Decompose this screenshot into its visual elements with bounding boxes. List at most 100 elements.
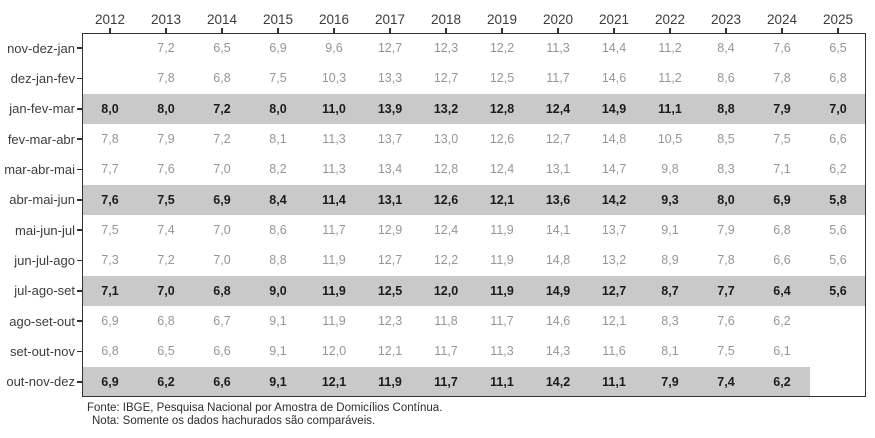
table-row: 7,7 7,6 7,0 8,2 11,3 13,4 12,8 12,4 13,1 14,7 9,8 8… — [82, 154, 866, 184]
cell-jul-ago-set-2025: 5,6 — [829, 283, 847, 298]
cell-fev-mar-abr-2021: 14,8 — [601, 132, 627, 147]
cell-jul-ago-set-2024: 6,4 — [773, 283, 791, 298]
comparability-note: Nota: Somente os dados hachurados são co… — [92, 414, 376, 427]
year-label-2017: 2017 — [374, 12, 406, 27]
cell-fev-mar-abr-2025: 6,6 — [829, 132, 847, 147]
cell-mar-abr-mai-2015: 8,2 — [269, 162, 287, 177]
cell-abr-mai-jun-2016: 11,4 — [322, 192, 346, 207]
axis-tick — [77, 199, 82, 201]
axis-tick — [77, 259, 82, 262]
row-label-fev-mar-abr: fev-mar-abr — [7, 131, 75, 147]
cell-fev-mar-abr-2019: 12,6 — [489, 132, 515, 147]
cell-ago-set-out-2017: 12,3 — [377, 314, 403, 329]
highlight-band — [82, 184, 866, 215]
top-tick-col — [698, 28, 754, 34]
axis-tick — [277, 28, 279, 34]
row-label-jul-ago-set: jul-ago-set — [14, 283, 75, 299]
year-label-2024: 2024 — [766, 12, 798, 27]
top-tick-col — [530, 28, 586, 34]
cell-fev-mar-abr-2020: 12,7 — [545, 132, 571, 147]
cell-jan-fev-mar-2024: 7,9 — [773, 101, 791, 116]
cell-dez-jan-fev-2012 — [82, 63, 138, 93]
cell-mar-abr-mai-2022: 9,8 — [661, 162, 679, 177]
table-row: 6,9 6,2 6,6 9,1 12,1 11,9 11,7 11,1 14,2 11,1 7,9 7… — [82, 366, 866, 397]
top-tick-col — [306, 28, 362, 34]
axis-tick — [501, 28, 503, 34]
cell-out-nov-dez-2025 — [810, 367, 866, 397]
cell-ago-set-out-2021: 12,1 — [601, 314, 627, 329]
row-cells: 6,9 6,2 6,6 9,1 12,1 11,9 11,7 11,1 14,2 11,1 7,9 7… — [82, 367, 866, 397]
cell-jun-jul-ago-2023: 7,8 — [717, 253, 735, 268]
cell-set-out-nov-2023: 7,5 — [717, 344, 735, 359]
cell-jul-ago-set-2016: 11,9 — [322, 283, 346, 298]
top-tick-col — [138, 28, 194, 34]
top-tick-col — [194, 28, 250, 34]
row-label-set-out-nov: set-out-nov — [9, 343, 75, 359]
top-tick-col — [642, 28, 698, 34]
cell-jun-jul-ago-2012: 7,3 — [101, 253, 119, 268]
cell-fev-mar-abr-2022: 10,5 — [657, 132, 683, 147]
cell-jul-ago-set-2015: 9,0 — [269, 283, 287, 298]
cell-abr-mai-jun-2017: 13,1 — [377, 192, 403, 207]
cell-dez-jan-fev-2025: 6,8 — [829, 71, 847, 86]
table-row: 7,1 7,0 6,8 9,0 11,9 12,5 12,0 11,9 14,9 12,7 8,7 7… — [82, 275, 866, 306]
cell-jul-ago-set-2018: 12,0 — [433, 283, 459, 298]
row-cells: 7,1 7,0 6,8 9,0 11,9 12,5 12,0 11,9 14,9 12,7 8,7 7… — [82, 276, 866, 306]
cell-jul-ago-set-2014: 6,8 — [213, 283, 231, 298]
cell-dez-jan-fev-2021: 14,6 — [601, 71, 627, 86]
cell-jun-jul-ago-2013: 7,2 — [157, 253, 175, 268]
top-tick-col — [250, 28, 306, 34]
cell-abr-mai-jun-2023: 8,0 — [717, 192, 735, 207]
cell-jan-fev-mar-2018: 13,2 — [433, 101, 459, 116]
axis-tick — [557, 28, 559, 34]
cell-jan-fev-mar-2022: 11,1 — [658, 101, 682, 116]
cell-mai-jun-jul-2022: 9,1 — [661, 223, 679, 238]
cell-fev-mar-abr-2012: 7,8 — [101, 132, 119, 147]
cell-mar-abr-mai-2019: 12,4 — [489, 162, 515, 177]
source-note: Fonte: IBGE, Pesquisa Nacional por Amost… — [87, 402, 443, 414]
highlight-band — [82, 275, 866, 306]
axis-tick — [77, 381, 82, 383]
row-label-mar-abr-mai: mar-abr-mai — [4, 161, 75, 177]
axis-tick — [109, 28, 111, 34]
cell-mai-jun-jul-2023: 7,9 — [717, 223, 735, 238]
cell-nov-dez-jan-2019: 12,2 — [489, 41, 515, 56]
cell-mar-abr-mai-2024: 7,1 — [773, 162, 791, 177]
top-tick-col — [754, 28, 810, 34]
cell-fev-mar-abr-2016: 11,3 — [322, 132, 346, 147]
row-label-jan-fev-mar: jan-fev-mar — [9, 101, 75, 117]
row-label-ago-set-out: ago-set-out — [9, 313, 75, 329]
axis-tick — [77, 320, 82, 322]
year-label-2015: 2015 — [262, 12, 294, 27]
cell-mai-jun-jul-2012: 7,5 — [101, 223, 119, 238]
cell-nov-dez-jan-2014: 6,5 — [213, 41, 231, 56]
axis-tick — [77, 350, 82, 353]
cell-abr-mai-jun-2014: 6,9 — [213, 192, 231, 207]
cell-jun-jul-ago-2025: 5,6 — [829, 253, 847, 268]
cell-set-out-nov-2019: 11,3 — [490, 344, 514, 359]
cell-jun-jul-ago-2014: 7,0 — [213, 253, 231, 268]
table-row: 6,9 6,8 6,7 9,1 11,9 12,3 11,8 11,7 14,6 12,1 8,3 7… — [82, 306, 866, 336]
row-cells: 7,6 7,5 6,9 8,4 11,4 13,1 12,6 12,1 13,6 14,2 9,3 8… — [82, 185, 866, 215]
axis-tick — [781, 28, 783, 34]
cell-out-nov-dez-2014: 6,6 — [213, 374, 231, 389]
cell-nov-dez-jan-2023: 8,4 — [717, 41, 735, 56]
cell-set-out-nov-2017: 12,1 — [377, 344, 403, 359]
axis-tick — [669, 28, 671, 34]
year-label-2025: 2025 — [822, 12, 854, 27]
cell-jan-fev-mar-2019: 12,8 — [489, 101, 515, 116]
cell-jul-ago-set-2021: 12,7 — [601, 283, 627, 298]
cell-abr-mai-jun-2013: 7,5 — [157, 192, 175, 207]
cell-mai-jun-jul-2021: 13,7 — [601, 223, 627, 238]
cell-nov-dez-jan-2016: 9,6 — [325, 41, 343, 56]
year-label-2022: 2022 — [654, 12, 686, 27]
cell-set-out-nov-2012: 6,8 — [101, 344, 119, 359]
cell-abr-mai-jun-2024: 6,9 — [773, 192, 791, 207]
row-cells: 7,8 7,9 7,2 8,1 11,3 13,7 13,0 12,6 12,7 14,8 10,5… — [82, 124, 866, 154]
axis-tick — [77, 108, 82, 110]
top-tick-col — [474, 28, 530, 34]
cell-mar-abr-mai-2018: 12,8 — [433, 162, 459, 177]
cell-dez-jan-fev-2022: 11,2 — [658, 71, 682, 86]
cell-out-nov-dez-2012: 6,9 — [101, 374, 119, 389]
cell-jun-jul-ago-2024: 6,6 — [773, 253, 791, 268]
